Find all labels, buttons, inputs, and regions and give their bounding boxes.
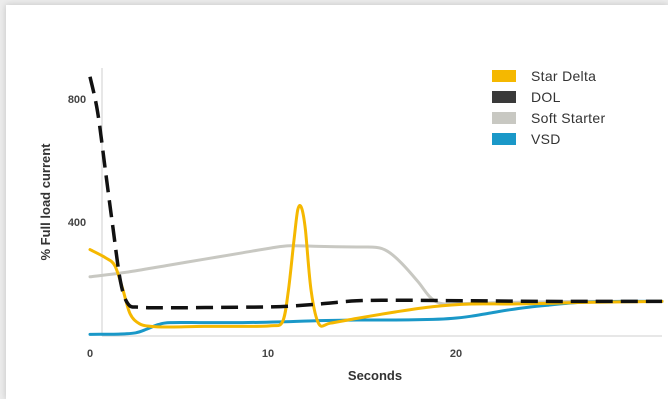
axes: [101, 68, 662, 337]
legend-swatch-star-delta: [492, 70, 516, 82]
y-tick-labels: 400 800: [68, 94, 86, 229]
legend: Star Delta DOL Soft Starter VSD: [492, 68, 605, 147]
y-tick-label: 800: [68, 94, 86, 106]
legend-swatch-vsd: [492, 133, 516, 145]
legend-label-soft-starter: Soft Starter: [531, 110, 605, 126]
legend-label-dol: DOL: [531, 89, 561, 105]
y-axis-title: % Full load current: [38, 143, 53, 261]
x-tick-label: 20: [450, 348, 462, 360]
x-tick-labels: 0 10 20: [87, 348, 462, 360]
y-tick-label: 400: [68, 217, 86, 229]
series-line-star-delta: [88, 204, 664, 329]
legend-swatch-soft-starter: [492, 112, 516, 124]
series-line-soft-starter: [88, 244, 664, 306]
x-tick-label: 0: [87, 348, 93, 360]
x-tick-label: 10: [262, 348, 274, 360]
legend-label-vsd: VSD: [531, 131, 561, 147]
legend-label-star-delta: Star Delta: [531, 68, 596, 84]
x-axis-title: Seconds: [348, 368, 402, 383]
legend-swatch-dol: [492, 91, 516, 103]
series-lines: [88, 76, 664, 336]
series-line-dol: [88, 76, 662, 310]
